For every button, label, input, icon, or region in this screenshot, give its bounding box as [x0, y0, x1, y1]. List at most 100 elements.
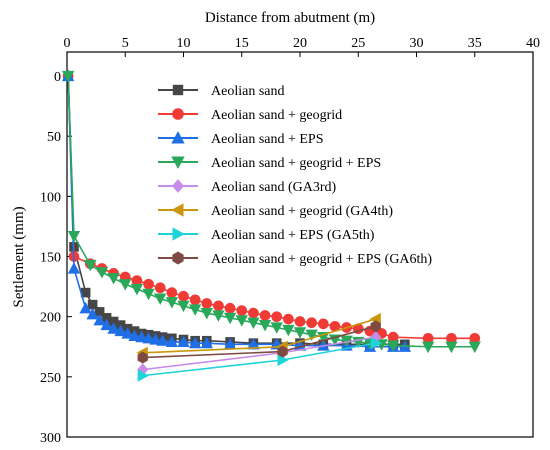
data-point: [130, 283, 144, 296]
legend-item: Aeolian sand: [158, 84, 284, 99]
data-point: [79, 301, 92, 314]
data-point: [86, 307, 99, 320]
legend-marker: [172, 84, 184, 96]
legend-marker: [171, 156, 185, 169]
legend-marker: [172, 179, 184, 193]
legend-item: Aeolian sand + EPS (GA5th): [158, 227, 375, 243]
data-point: [277, 345, 288, 358]
data-point: [93, 313, 106, 326]
data-point: [165, 335, 179, 348]
data-point: [154, 282, 166, 294]
data-point: [213, 300, 224, 312]
legend-label: Aeolian sand + geogrid + EPS: [211, 156, 381, 171]
data-point: [236, 305, 248, 316]
legend-item: Aeolian sand (GA3rd): [158, 179, 337, 195]
data-point: [107, 273, 120, 285]
data-point: [306, 317, 317, 329]
x-tick-label: 15: [235, 36, 249, 51]
y-tick-label: 150: [40, 251, 61, 266]
data-point: [270, 322, 283, 334]
legend-marker: [172, 108, 184, 120]
x-tick-label: 40: [526, 36, 540, 51]
data-point: [114, 324, 127, 337]
data-point: [95, 267, 109, 279]
legend-marker: [172, 227, 185, 241]
data-point: [224, 302, 236, 314]
data-point: [271, 311, 283, 323]
data-point: [305, 329, 318, 342]
data-point: [201, 298, 213, 309]
data-point: [445, 341, 458, 354]
data-point: [137, 369, 150, 382]
x-tick-label: 0: [64, 36, 71, 51]
data-point: [258, 320, 272, 332]
legend-label: Aeolian sand (GA3rd): [211, 180, 337, 195]
x-tick-label: 25: [351, 36, 365, 51]
data-point: [387, 340, 400, 352]
legend-marker: [171, 131, 185, 144]
y-tick-label: 0: [54, 70, 61, 85]
data-point: [200, 307, 213, 320]
data-point: [370, 336, 383, 350]
data-point: [84, 259, 97, 272]
legend-label: Aeolian sand + EPS: [211, 132, 324, 147]
legend-marker: [171, 203, 184, 217]
y-tick-label: 50: [47, 130, 61, 145]
data-point: [165, 297, 179, 309]
data-point: [177, 300, 190, 313]
data-point: [421, 341, 435, 354]
data-point: [128, 329, 141, 341]
data-point: [468, 341, 481, 354]
series-7: [137, 336, 383, 382]
data-point: [212, 310, 225, 322]
data-point: [177, 335, 190, 348]
x-tick-label: 30: [410, 36, 424, 51]
data-point: [137, 351, 148, 364]
x-tick-label: 10: [177, 36, 191, 51]
x-tick-label: 35: [468, 36, 482, 51]
data-point: [223, 312, 237, 325]
legend-label: Aeolian sand + EPS (GA5th): [211, 228, 375, 243]
data-point: [294, 316, 306, 327]
y-tick-label: 250: [40, 371, 61, 386]
data-point: [200, 336, 213, 349]
data-point: [149, 333, 162, 345]
x-tick-label: 20: [293, 36, 307, 51]
legend-label: Aeolian sand + geogrid + EPS (GA6th): [211, 252, 432, 267]
data-point: [142, 331, 155, 344]
data-point: [259, 310, 271, 321]
data-point: [282, 313, 294, 325]
y-tick-label: 200: [40, 311, 61, 326]
data-point: [317, 318, 329, 330]
legend-marker: [172, 251, 184, 265]
data-point: [248, 307, 259, 319]
legend-item: Aeolian sand + geogrid: [158, 108, 342, 123]
data-point: [100, 318, 113, 331]
data-point: [142, 288, 155, 301]
legend-item: Aeolian sand + geogrid (GA4th): [158, 203, 393, 219]
x-tick-label: 5: [122, 36, 129, 51]
x-axis-title: Distance from abutment (m): [205, 10, 375, 26]
legend: Aeolian sand Aeolian sand + geogrid Aeolia…: [158, 84, 432, 267]
data-point: [121, 327, 134, 339]
data-point: [67, 262, 81, 274]
data-point: [143, 278, 154, 290]
legend-label: Aeolian sand + geogrid (GA4th): [211, 204, 393, 219]
data-point: [107, 322, 120, 334]
data-point: [370, 320, 381, 333]
data-point: [188, 336, 202, 349]
y-tick-label: 100: [40, 190, 61, 205]
series-4: [61, 70, 481, 354]
data-point: [188, 304, 202, 316]
legend-label: Aeolian sand: [211, 84, 284, 99]
data-point: [247, 317, 260, 330]
data-point: [166, 287, 178, 298]
legend-item: Aeolian sand + geogrid + EPS (GA6th): [158, 251, 432, 267]
data-point: [235, 315, 248, 327]
data-point: [135, 330, 148, 343]
legend-label: Aeolian sand + geogrid: [211, 108, 342, 123]
data-point: [154, 293, 167, 305]
data-point: [282, 324, 295, 337]
data-point: [189, 294, 201, 306]
